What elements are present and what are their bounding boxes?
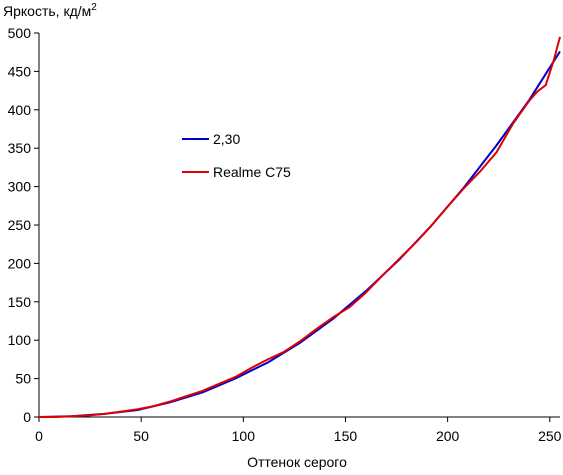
series-line-gamma-2-30 [38,50,561,418]
y-tick-label: 500 [8,25,32,41]
legend-label: 2,30 [213,131,240,147]
y-tick-label: 250 [8,217,32,233]
x-axis-title: Оттенок серого [247,454,347,470]
x-tick-label: 0 [35,428,43,444]
series-line-realme-c75 [39,36,561,418]
y-tick-label: 0 [23,409,31,425]
y-axis-title-superscript: 2 [91,2,97,13]
y-tick-label: 100 [8,332,32,348]
y-axis-title: Яркость, кд/м2 [3,2,97,19]
y-tick-label: 350 [8,140,32,156]
x-tick-label: 50 [133,428,149,444]
x-tick-label: 200 [436,428,460,444]
legend: 2,30 Realme C75 [182,131,291,180]
x-tick-label: 150 [334,428,358,444]
y-tick-label: 300 [8,179,32,195]
y-tick-label: 150 [8,294,32,310]
x-tick-label: 100 [232,428,256,444]
axes: 0 50 100 150 200 250 300 350 400 450 500 0 50 100 150 2… [8,25,562,444]
series-lines [38,36,561,418]
x-tick-label: 250 [538,428,562,444]
y-tick-label: 50 [15,371,31,387]
legend-label: Realme C75 [213,164,291,180]
y-axis-title-text: Яркость, кд/м [3,3,91,19]
y-tick-label: 200 [8,255,32,271]
y-tick-label: 450 [8,63,32,79]
y-tick-label: 400 [8,102,32,118]
